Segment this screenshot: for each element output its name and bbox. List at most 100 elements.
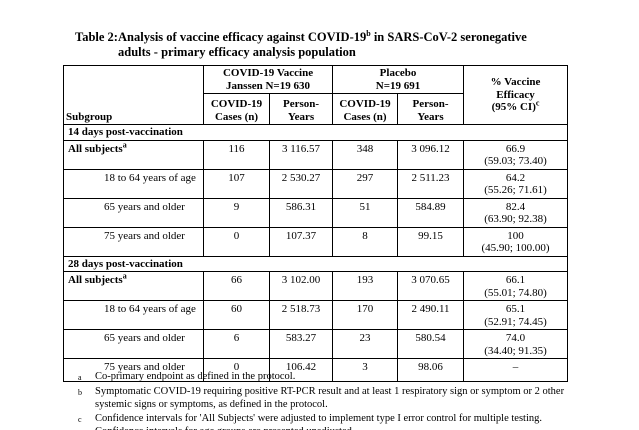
cell-subgroup: 18 to 64 years of age [63,300,204,330]
efficacy-ci: (52.91; 74.45) [484,315,547,328]
cell-efficacy: 74.0 (34.40; 91.35) [463,329,569,359]
cell-placebo-person-years: 3 070.65 [397,271,465,301]
cell-efficacy: 64.2 (55.26; 71.61) [463,168,569,199]
subgroup-label: 75 years and older [104,229,185,242]
table-caption-label: Table 2: [75,30,118,44]
cell-vaccine-person-years: 2 518.73 [268,300,334,330]
table-row: 65 years and older 9 586.31 51 584.89 82… [63,197,569,228]
cell-vaccine-person-years: 2 530.27 [268,168,334,199]
col-header-subgroup: Subgroup [63,65,204,125]
cell-placebo-person-years: 98.06 [397,358,465,382]
subgroup-label: All subjects [68,274,123,286]
col-header-vaccine-cases: COVID-19 Cases (n) [203,93,270,125]
cell-efficacy: 82.4 (63.90; 92.38) [463,197,569,228]
cell-placebo-cases: 23 [332,329,399,359]
vaccine-group-name: COVID-19 Vaccine [222,67,314,79]
efficacy-value: 74.0 [505,332,526,344]
cell-placebo-cases: 3 [332,358,399,382]
cell-subgroup: 18 to 64 years of age [63,168,204,199]
subgroup-label: 65 years and older [104,332,185,344]
footnote-marker: c [78,415,82,424]
section-label: 14 days post-vaccination [62,124,569,141]
cell-vaccine-person-years: 3 116.57 [268,139,334,170]
efficacy-header-line2: Efficacy [496,88,535,101]
cell-subgroup: 65 years and older [63,329,204,359]
table-row: All subjectsa 116 3 116.57 348 3 096.12 … [63,139,569,170]
table-row: 75 years and older 0 106.42 3 98.06 – [63,358,569,382]
cell-placebo-person-years: 2 490.11 [397,300,465,330]
efficacy-ci: (59.03; 73.40) [484,155,547,167]
caption-footnote-ref-b: b [366,28,371,38]
footnote: b Symptomatic COVID-19 requiring positiv… [78,385,588,411]
subgroup-label: 18 to 64 years of age [104,303,196,315]
footnote-text: Co-primary endpoint as defined in the pr… [95,371,296,382]
cell-subgroup: 75 years and older [63,358,204,382]
efficacy-ci: (63.90; 92.38) [484,213,547,225]
section-row-14-days: 14 days post-vaccination [62,124,569,141]
efficacy-value: 66.9 [505,142,526,155]
footnote-marker: b [78,388,82,397]
cell-vaccine-cases: 0 [203,358,270,382]
cell-efficacy: 66.1 (55.01; 74.80) [463,271,569,301]
placebo-group-name: Placebo [379,67,417,79]
cell-subgroup: All subjectsa [63,271,204,301]
subgroup-label: All subjects [68,142,123,155]
table-row: 18 to 64 years of age 60 2 518.73 170 2 … [63,300,569,330]
cell-vaccine-cases: 107 [203,168,270,199]
subgroup-label: 18 to 64 years of age [104,171,196,184]
footnote-text: Confidence intervals for 'All Subjects' … [95,413,542,430]
cell-vaccine-cases: 60 [203,300,270,330]
caption-line1-pre: Analysis of vaccine efficacy against COV… [118,30,367,44]
efficacy-value: 100 [507,229,524,242]
cell-vaccine-person-years: 107.37 [268,226,334,257]
col-header-placebo-person-years: Person-Years [397,93,465,125]
caption-line1-post: in SARS-CoV-2 seronegative [370,30,527,44]
cell-placebo-cases: 297 [332,168,399,199]
caption-line2: adults - primary efficacy analysis popul… [118,45,356,59]
cell-vaccine-cases: 66 [203,271,270,301]
cell-efficacy: 66.9 (59.03; 73.40) [463,139,569,170]
table-row: All subjectsa 66 3 102.00 193 3 070.65 6… [63,271,569,301]
efficacy-header-line3: (95% CI) [491,101,536,114]
vaccine-group-n: Janssen N=19 630 [226,79,310,92]
cell-placebo-person-years: 584.89 [397,197,465,228]
footnote: a Co-primary endpoint as defined in the … [78,370,588,384]
efficacy-ci: (55.26; 71.61) [484,184,547,196]
cell-vaccine-person-years: 586.31 [268,197,334,228]
table-caption: Table 2: Analysis of vaccine efficacy ag… [75,28,527,60]
footnote: c Confidence intervals for 'All Subjects… [78,412,588,430]
cell-placebo-person-years: 99.15 [397,226,465,257]
efficacy-header-line1: % Vaccine [490,76,541,89]
subgroup-label: 65 years and older [104,200,185,213]
cell-vaccine-cases: 116 [203,139,270,170]
col-header-vaccine-group: COVID-19 Vaccine Janssen N=19 630 [202,65,334,94]
efficacy-value: 82.4 [505,200,526,213]
efficacy-ci: (34.40; 91.35) [484,344,547,357]
col-header-efficacy: % Vaccine Efficacy (95% CI)c [463,65,569,125]
subgroup-label: 75 years and older [104,361,185,373]
footnote-text: Symptomatic COVID-19 requiring positive … [95,386,565,410]
efficacy-ci: (45.90; 100.00) [481,242,550,254]
efficacy-footnote-ref-c: c [535,98,540,108]
col-header-vaccine-person-years: Person-Years [268,93,334,125]
efficacy-table: Subgroup COVID-19 Vaccine Janssen N=19 6… [62,65,569,382]
col-header-placebo-cases: COVID-19 Cases (n) [332,93,399,125]
cell-vaccine-cases: 0 [203,226,270,257]
cell-vaccine-person-years: 3 102.00 [268,271,334,301]
col-header-placebo-group: Placebo N=19 691 [332,65,465,94]
cell-vaccine-person-years: 106.42 [268,358,334,382]
cell-efficacy: 100 (45.90; 100.00) [463,226,569,257]
table-row: 65 years and older 6 583.27 23 580.54 74… [63,329,569,359]
efficacy-value: 66.1 [505,274,526,286]
cell-placebo-cases: 8 [332,226,399,257]
cell-vaccine-person-years: 583.27 [268,329,334,359]
header-row-groups: Subgroup COVID-19 Vaccine Janssen N=19 6… [63,65,569,125]
cell-placebo-cases: 193 [332,271,399,301]
footnote-ref-a: a [122,271,127,281]
table-row: 18 to 64 years of age 107 2 530.27 297 2… [63,168,569,199]
cell-subgroup: 65 years and older [63,197,204,228]
footnotes: a Co-primary endpoint as defined in the … [78,370,588,430]
efficacy-value: 64.2 [505,171,526,184]
efficacy-ci: (55.01; 74.80) [484,286,547,299]
